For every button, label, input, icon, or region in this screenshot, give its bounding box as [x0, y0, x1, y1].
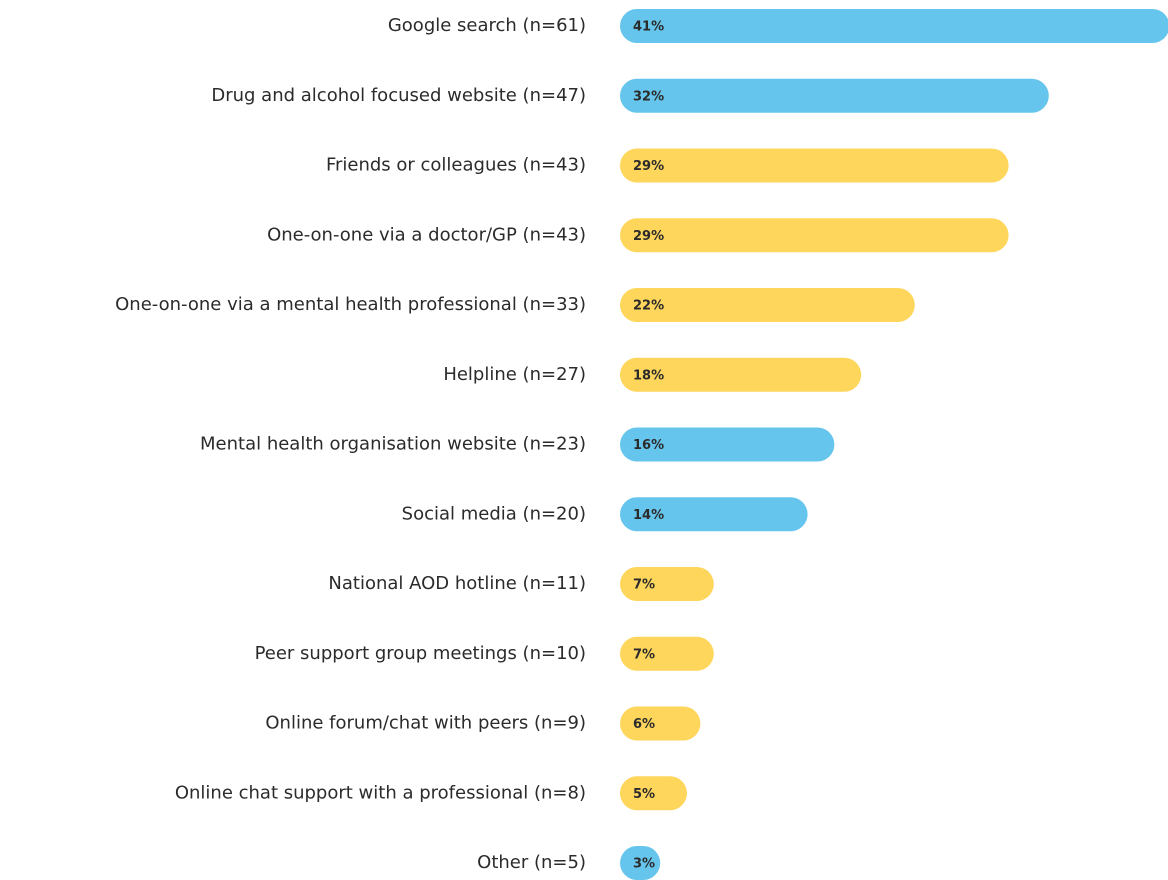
bar	[620, 776, 687, 811]
value-label: 32%	[633, 89, 664, 104]
category-label: Mental health organisation website (n=23…	[200, 434, 586, 455]
category-label: National AOD hotline (n=11)	[328, 573, 586, 594]
category-label: Social media (n=20)	[402, 503, 586, 524]
bar	[620, 218, 1009, 253]
bar	[620, 846, 661, 880]
category-label: Helpline (n=27)	[443, 364, 586, 385]
bar	[620, 288, 915, 322]
category-label: Drug and alcohol focused website (n=47)	[211, 85, 586, 106]
category-label: Online forum/chat with peers (n=9)	[265, 713, 586, 734]
category-label: Other (n=5)	[477, 852, 586, 873]
bar	[620, 567, 714, 601]
bar	[620, 9, 1168, 43]
value-label: 29%	[633, 229, 664, 244]
value-label: 7%	[633, 647, 655, 662]
category-label: One-on-one via a doctor/GP (n=43)	[267, 224, 586, 245]
category-label: Google search (n=61)	[388, 15, 586, 36]
value-label: 14%	[633, 508, 664, 523]
bar	[620, 706, 701, 741]
bar	[620, 636, 714, 671]
value-label: 41%	[633, 20, 664, 35]
category-label: Friends or colleagues (n=43)	[326, 155, 586, 176]
bar	[620, 357, 862, 392]
bar	[620, 497, 808, 532]
value-label: 29%	[633, 159, 664, 174]
value-label: 18%	[633, 368, 664, 383]
bar	[620, 427, 835, 462]
bar	[620, 78, 1049, 113]
value-label: 16%	[633, 438, 664, 453]
category-label: Online chat support with a professional …	[175, 782, 586, 803]
value-label: 3%	[633, 857, 655, 872]
value-label: 6%	[633, 717, 655, 732]
category-label: One-on-one via a mental health professio…	[115, 294, 586, 315]
value-label: 7%	[633, 578, 655, 593]
value-label: 22%	[633, 299, 664, 314]
value-label: 5%	[633, 787, 655, 802]
category-label: Peer support group meetings (n=10)	[255, 643, 586, 664]
bar	[620, 148, 1009, 183]
